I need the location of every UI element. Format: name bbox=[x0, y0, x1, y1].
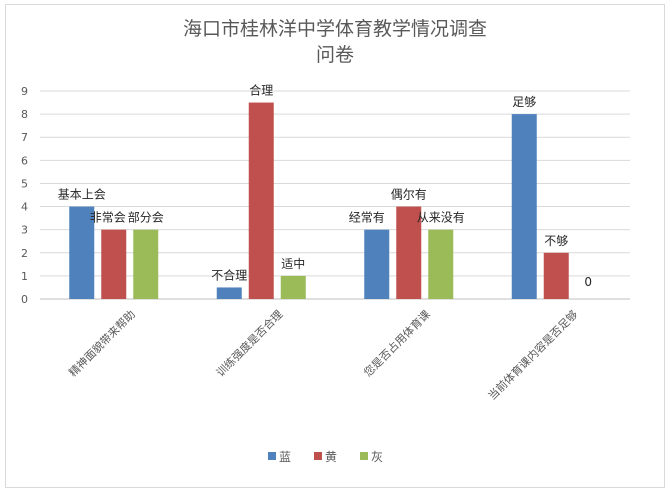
bar-蓝-2 bbox=[364, 229, 390, 299]
y-tick-label: 7 bbox=[21, 131, 28, 144]
bar-灰-0 bbox=[133, 229, 159, 299]
bar-灰-1 bbox=[280, 275, 306, 299]
legend-label: 蓝 bbox=[279, 450, 291, 464]
bar-黄-1 bbox=[248, 102, 274, 299]
legend-label: 黄 bbox=[325, 450, 337, 464]
legend-swatch bbox=[268, 452, 276, 460]
x-category-label: 精神面貌带来帮助 bbox=[66, 307, 138, 379]
y-tick-label: 9 bbox=[21, 85, 28, 98]
bar-蓝-3 bbox=[511, 114, 537, 299]
data-label: 部分会 bbox=[128, 210, 164, 225]
x-category-label: 您是否占用体育课 bbox=[361, 307, 433, 379]
data-label: 0 bbox=[584, 275, 592, 289]
data-label: 适中 bbox=[281, 256, 305, 271]
legend-swatch bbox=[314, 452, 322, 460]
y-tick-label: 6 bbox=[21, 154, 28, 167]
y-tick-label: 1 bbox=[21, 270, 28, 283]
x-category-label: 当前体育课内容是否足够 bbox=[485, 307, 580, 402]
y-tick-label: 3 bbox=[21, 224, 28, 237]
data-label: 基本上会 bbox=[58, 188, 106, 202]
chart-title-line-2: 问卷 bbox=[316, 44, 354, 66]
x-category-label: 训练强度是否合理 bbox=[213, 307, 285, 379]
bar-蓝-1 bbox=[216, 287, 242, 299]
bar-黄-3 bbox=[543, 252, 569, 299]
data-label: 经常有 bbox=[349, 211, 385, 225]
y-tick-label: 4 bbox=[21, 201, 28, 214]
y-tick-label: 0 bbox=[21, 293, 28, 306]
legend-swatch bbox=[360, 452, 368, 460]
legend-label: 灰 bbox=[371, 450, 383, 464]
bar-灰-2 bbox=[428, 229, 454, 299]
data-label: 合理 bbox=[249, 83, 273, 98]
data-label: 不够 bbox=[544, 234, 568, 248]
bar-黄-0 bbox=[101, 229, 127, 299]
y-tick-label: 8 bbox=[21, 108, 28, 121]
data-label: 偶尔有 bbox=[391, 187, 427, 202]
y-tick-label: 2 bbox=[21, 247, 28, 260]
data-label: 非常会 bbox=[90, 211, 126, 225]
data-label: 从来没有 bbox=[417, 210, 465, 225]
y-tick-label: 5 bbox=[21, 177, 28, 190]
bar-黄-2 bbox=[396, 206, 422, 299]
data-label: 足够 bbox=[512, 95, 536, 109]
data-label: 不合理 bbox=[211, 267, 247, 282]
bar-蓝-0 bbox=[69, 206, 95, 299]
chart-title-line-1: 海口市桂林洋中学体育教学情况调查 bbox=[183, 18, 487, 40]
